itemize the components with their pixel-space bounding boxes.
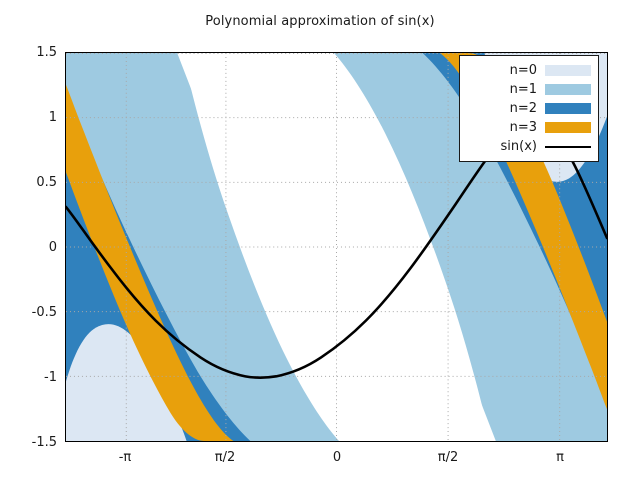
legend[interactable]: n=0 n=1 n=2 n=3 sin(x) [459,55,599,162]
legend-label-sin: sin(x) [500,139,537,154]
fill-region-n3 [66,84,234,441]
y-tick-label-neg1_5: -1.5 [31,435,57,450]
legend-label-n2: n=2 [509,101,537,116]
legend-item-sin[interactable]: sin(x) [465,137,591,156]
legend-label-n0: n=0 [509,63,537,78]
legend-swatch-n2 [545,103,591,114]
legend-line-sin [545,141,591,152]
y-axis-labels: 1.5 1 0.5 0 -0.5 -1 -1.5 [0,0,57,480]
x-tick-label-neg-pi-2: π/2 [214,450,236,465]
y-tick-label-0: 0 [48,240,57,255]
x-tick-label-pi-2: π/2 [437,450,459,465]
y-tick-label-0_5: 0.5 [36,175,57,190]
legend-label-n1: n=1 [509,82,537,97]
legend-label-n3: n=3 [509,120,537,135]
x-tick-label-neg-pi: -π [118,450,132,465]
page-title: Polynomial approximation of sin(x) [205,14,435,29]
legend-item-n1[interactable]: n=1 [465,80,591,99]
fill-region-white-right [306,53,491,441]
fill-region-n0-bump-left [66,324,187,441]
y-tick-label-neg1: -1 [44,370,57,385]
y-tick-label-neg0_5: -0.5 [31,305,57,320]
legend-item-n2[interactable]: n=2 [465,99,591,118]
legend-swatch-n3 [545,122,591,133]
x-tick-label-zero: 0 [332,450,342,465]
x-tick-label-pi: π [556,450,564,465]
legend-item-n3[interactable]: n=3 [465,118,591,137]
legend-item-n0[interactable]: n=0 [465,61,591,80]
legend-swatch-n0 [545,65,591,76]
y-tick-label-1: 1 [48,110,57,125]
y-tick-label-1_5: 1.5 [36,45,57,60]
plot-area: n=0 n=1 n=2 n=3 sin(x) [65,52,608,442]
legend-swatch-n1 [545,84,591,95]
fill-region-white-left [182,53,367,441]
